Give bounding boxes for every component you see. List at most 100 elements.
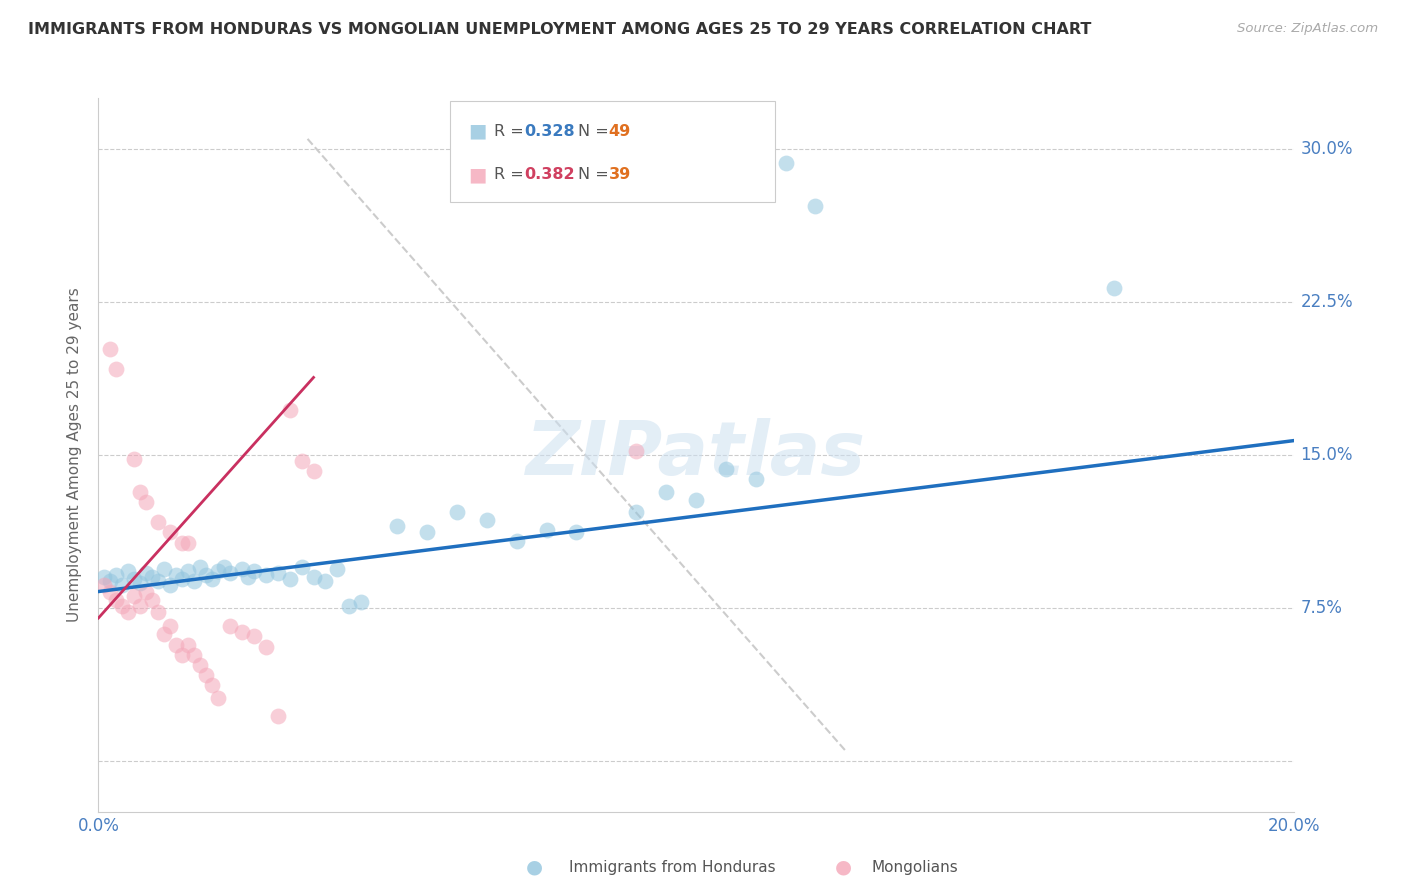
Point [148,605,170,619]
Text: R =: R = [494,124,529,139]
Text: ■: ■ [468,165,486,185]
Point [111,578,134,592]
Point [231,562,253,576]
Point [267,566,290,581]
Point [326,562,349,576]
Point [98,584,122,599]
Point [177,564,200,578]
Point [536,524,558,538]
Point [207,690,229,705]
Point [141,592,163,607]
Point [129,484,152,499]
Text: 0.328: 0.328 [524,124,575,139]
Point [624,505,647,519]
Point [188,560,211,574]
Point [475,513,498,527]
Point [105,568,128,582]
Point [302,570,325,584]
Point [98,574,122,589]
Point [302,464,325,478]
Point [231,625,253,640]
Point [207,564,229,578]
Y-axis label: Unemployment Among Ages 25 to 29 years: Unemployment Among Ages 25 to 29 years [67,287,83,623]
Point [135,566,157,581]
Point [212,560,235,574]
Text: 30.0%: 30.0% [1301,140,1353,158]
Point [243,629,266,643]
Point [135,584,157,599]
Point [172,572,194,586]
Point [219,619,242,633]
Text: 7.5%: 7.5% [1301,599,1343,617]
Text: Source: ZipAtlas.com: Source: ZipAtlas.com [1237,22,1378,36]
Point [153,627,176,641]
Text: 22.5%: 22.5% [1301,293,1353,311]
Point [129,576,152,591]
Point [350,595,373,609]
Point [339,599,360,613]
Point [290,454,312,468]
Text: N =: N = [578,124,614,139]
Point [416,525,439,540]
Text: ●: ● [835,857,852,877]
Point [124,452,146,467]
Text: 49: 49 [609,124,631,139]
Point [98,342,122,356]
Point [385,519,409,533]
Point [565,525,588,540]
Point [201,678,224,692]
Point [177,535,200,549]
Point [254,568,277,582]
Point [148,574,170,589]
Point [506,533,529,548]
Point [165,568,187,582]
Point [1104,281,1126,295]
Point [315,574,337,589]
Point [117,605,139,619]
Point [267,709,290,723]
Point [775,156,797,170]
Point [183,574,205,589]
Point [804,199,827,213]
Point [159,525,181,540]
Text: N =: N = [578,168,614,182]
Point [745,472,768,486]
Text: Immigrants from Honduras: Immigrants from Honduras [569,860,776,874]
Point [148,515,170,529]
Point [141,570,163,584]
Text: Mongolians: Mongolians [872,860,959,874]
Point [93,570,115,584]
Point [714,462,737,476]
Point [117,564,139,578]
Point [446,505,468,519]
Point [172,648,194,662]
Point [165,638,187,652]
Point [153,562,176,576]
Point [177,638,200,652]
Point [236,570,259,584]
Point [159,619,181,633]
Point [278,403,301,417]
Point [278,572,301,586]
Point [254,640,277,654]
Point [188,657,211,672]
Point [105,362,128,376]
Point [93,578,115,592]
Text: 0.382: 0.382 [524,168,575,182]
Text: 15.0%: 15.0% [1301,446,1353,464]
Text: ■: ■ [468,121,486,141]
Point [159,578,181,592]
Text: ZIPatlas: ZIPatlas [526,418,866,491]
Text: ●: ● [526,857,543,877]
Point [219,566,242,581]
Point [172,535,194,549]
Point [194,568,218,582]
Point [129,599,152,613]
Point [290,560,312,574]
Point [624,443,647,458]
Point [655,484,678,499]
Point [135,495,157,509]
Point [194,668,218,682]
Point [124,572,146,586]
Point [183,648,205,662]
